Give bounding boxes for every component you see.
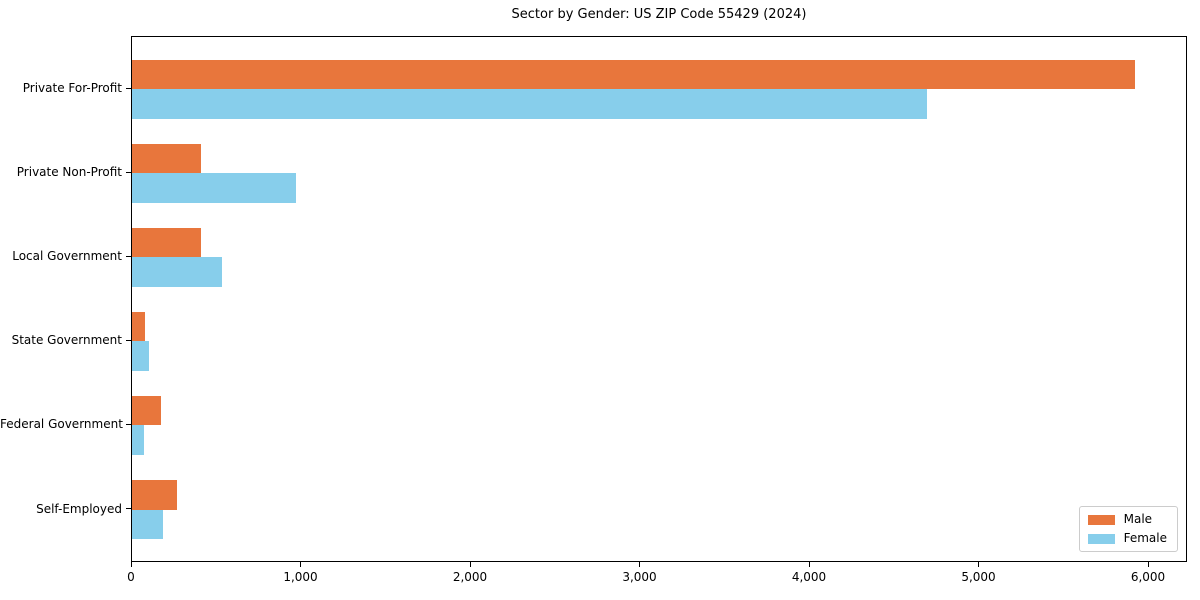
y-label-local-government: Local Government xyxy=(12,249,122,264)
y-label-private-for-profit: Private For-Profit xyxy=(22,81,122,95)
y-tick-federal-government xyxy=(126,423,131,426)
bar-male-state-government xyxy=(132,311,145,342)
legend-swatch-male-icon xyxy=(1087,514,1115,525)
y-tick-private-for-profit xyxy=(126,87,131,89)
legend-swatch-female-icon xyxy=(1087,533,1115,544)
x-label-4000: 4,000 xyxy=(791,570,827,584)
chart-title: Sector by Gender: US ZIP Code 55429 (202… xyxy=(511,7,807,22)
bar-female-state-government xyxy=(132,341,149,371)
bar-female-local-government xyxy=(132,257,222,287)
y-label-private-non-profit: Private Non-Profit xyxy=(16,165,122,180)
x-label-0: 0 xyxy=(127,570,135,584)
bar-male-private-non-profit xyxy=(132,143,202,174)
x-tick-0 xyxy=(130,562,132,567)
bar-female-private-non-profit xyxy=(132,173,296,203)
bar-female-self-employed xyxy=(132,509,164,539)
plot-area: Male Female xyxy=(131,36,1187,562)
x-label-5000: 5,000 xyxy=(961,570,996,584)
legend-label-male: Male xyxy=(1123,512,1153,526)
legend-item-female: Female xyxy=(1087,531,1167,545)
bar-female-federal-government xyxy=(132,425,144,455)
x-tick-4000 xyxy=(808,562,810,567)
x-label-2000: 2,000 xyxy=(452,570,488,584)
bar-female-private-for-profit xyxy=(132,89,927,119)
y-tick-local-government xyxy=(126,255,131,257)
x-tick-3000 xyxy=(639,562,641,567)
y-tick-self-employed xyxy=(126,508,131,510)
y-label-state-government: State Government xyxy=(11,333,122,348)
legend-label-female: Female xyxy=(1123,531,1167,545)
x-tick-5000 xyxy=(978,562,980,567)
legend-item-male: Male xyxy=(1087,512,1167,526)
x-tick-1000 xyxy=(300,562,302,567)
bar-male-private-for-profit xyxy=(132,59,1136,89)
legend: Male Female xyxy=(1078,506,1178,552)
x-label-3000: 3,000 xyxy=(622,570,657,584)
y-label-federal-government: Federal Government xyxy=(0,417,123,432)
y-tick-private-non-profit xyxy=(126,171,131,173)
bar-male-federal-government xyxy=(132,395,161,426)
x-tick-6000 xyxy=(1147,562,1149,567)
y-label-self-employed: Self-Employed xyxy=(36,501,122,516)
y-tick-state-government xyxy=(126,339,131,341)
x-label-1000: 1,000 xyxy=(283,570,318,584)
x-tick-2000 xyxy=(469,562,471,567)
bar-male-self-employed xyxy=(132,480,177,510)
bar-male-local-government xyxy=(132,227,202,258)
x-label-6000: 6,000 xyxy=(1130,570,1166,584)
